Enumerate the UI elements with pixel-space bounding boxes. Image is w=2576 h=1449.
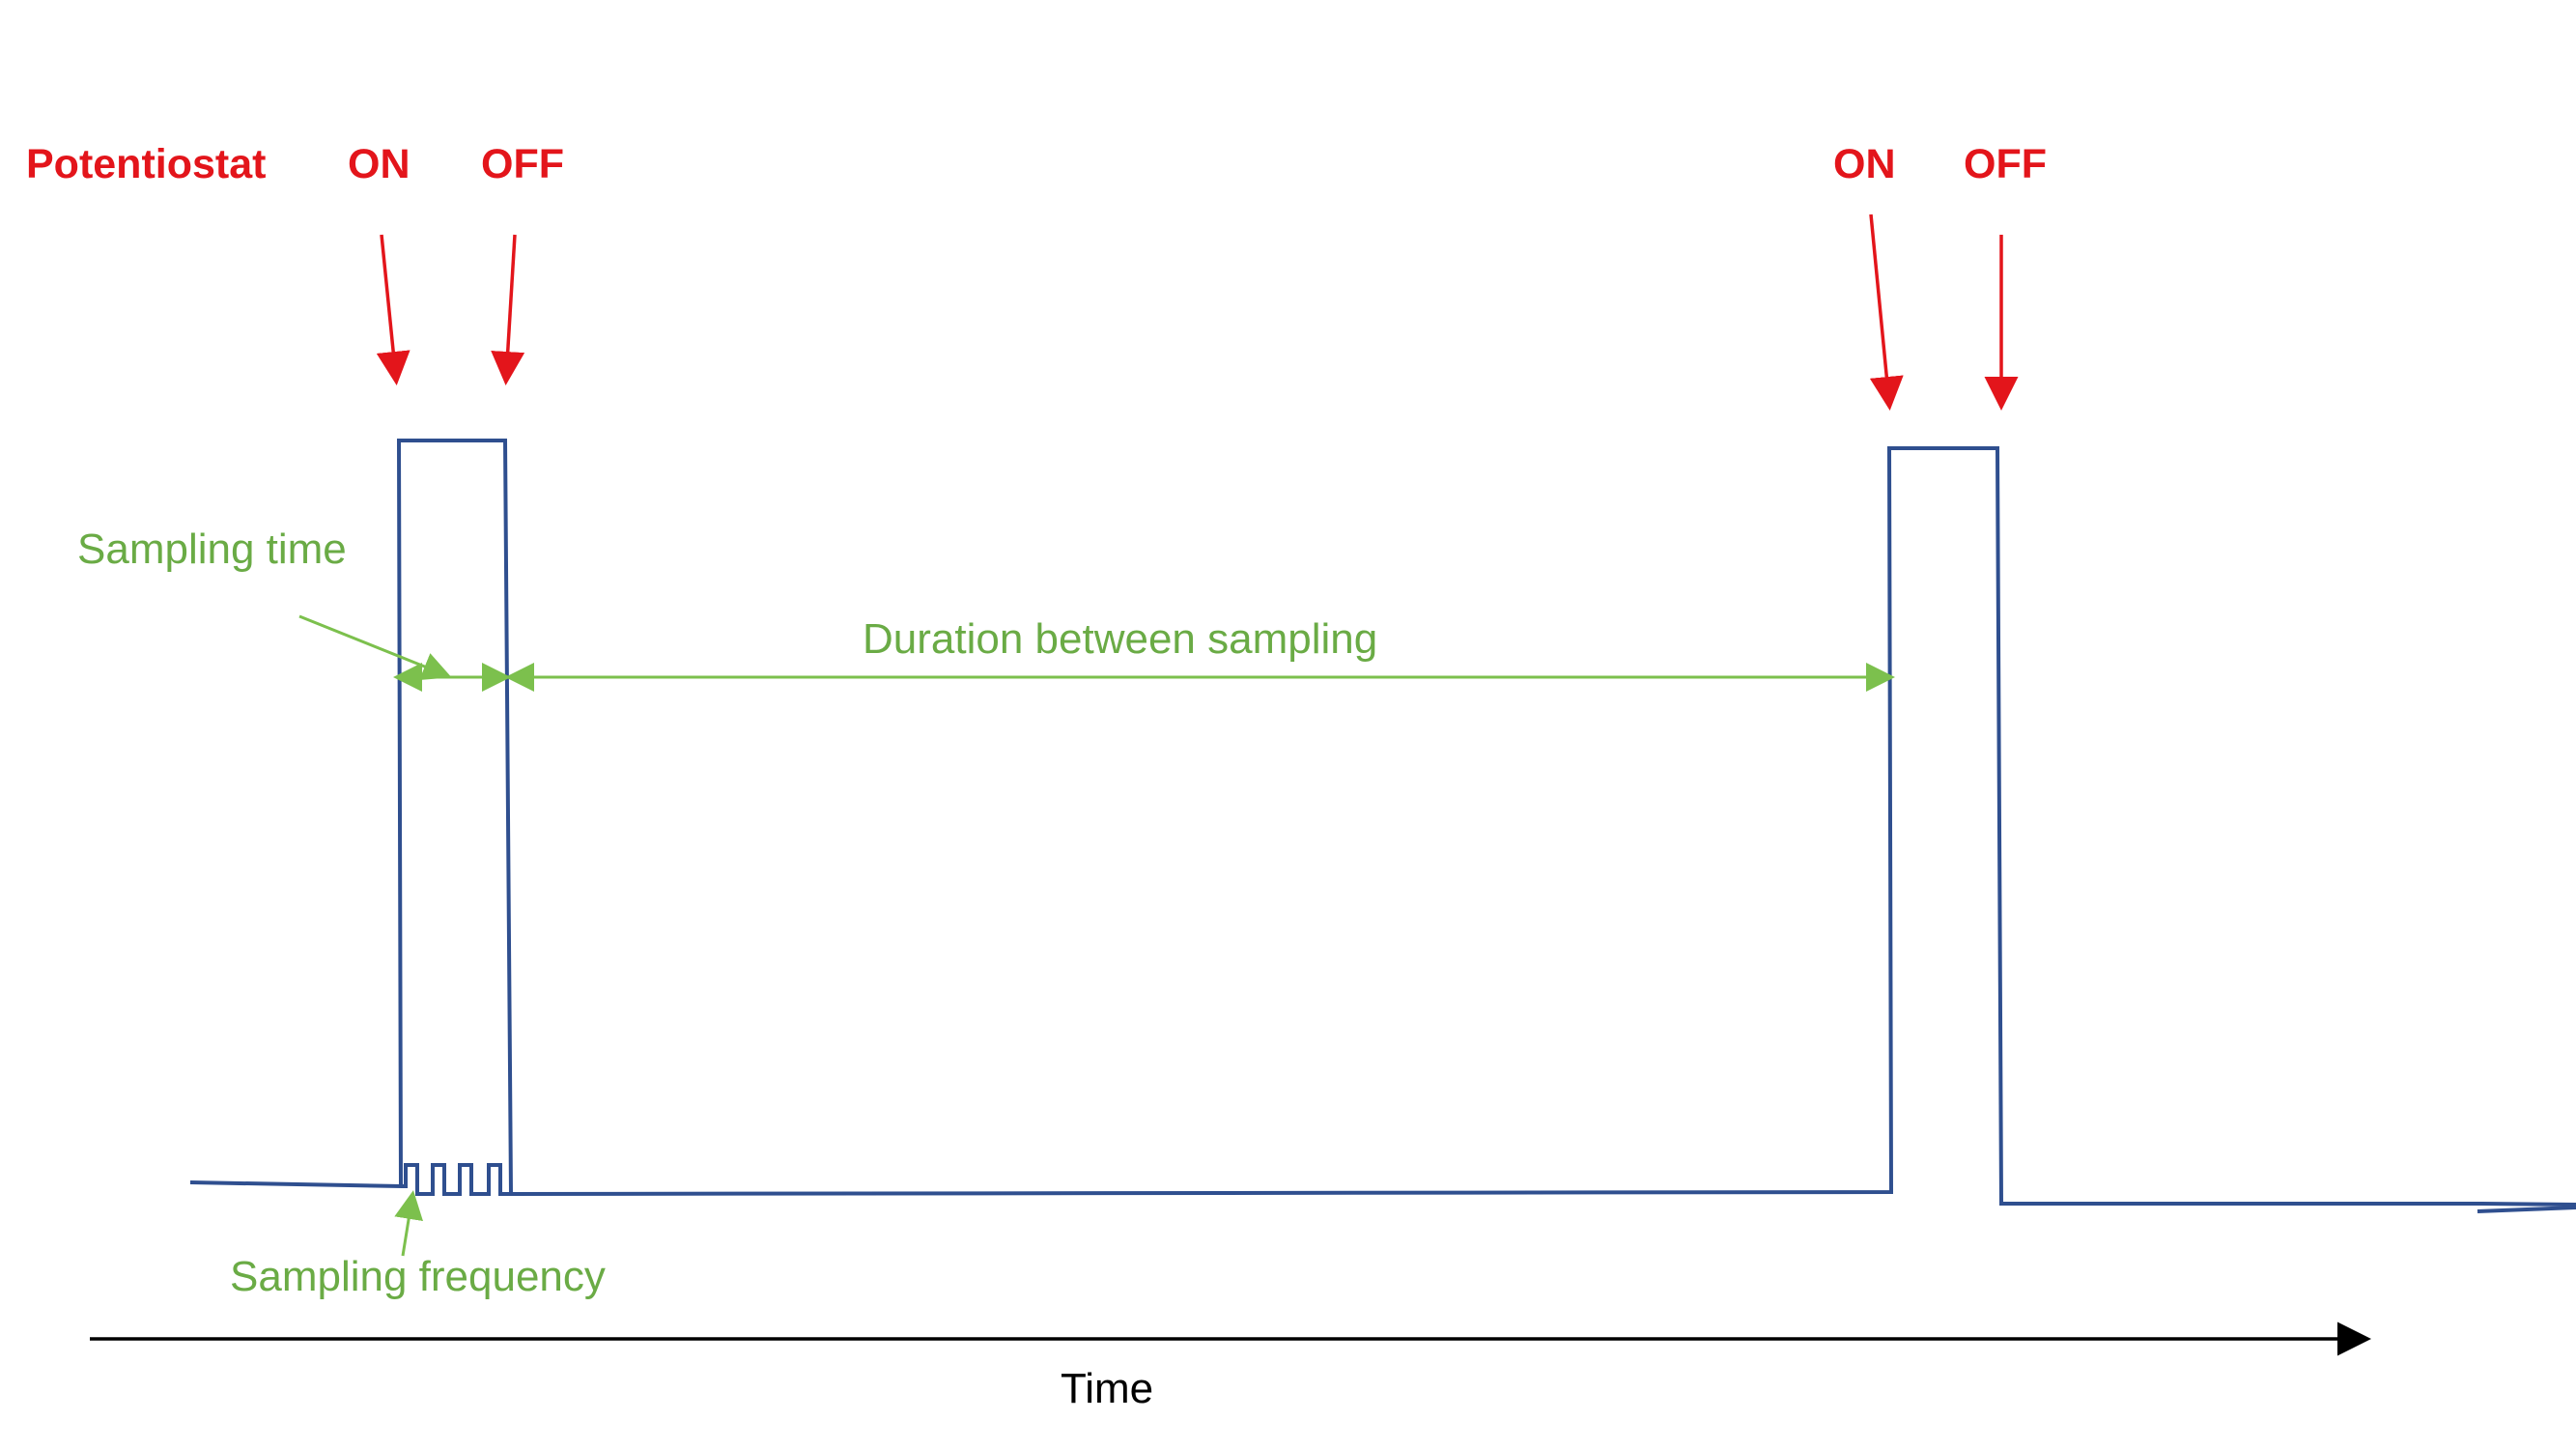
on-label-first: ON xyxy=(348,141,410,187)
signal-tail xyxy=(2477,1206,2576,1213)
signal-trace xyxy=(189,439,2576,1207)
off-label-second: OFF xyxy=(1964,141,2047,187)
on-label-second: ON xyxy=(1833,141,1896,187)
sampling-frequency-pulses xyxy=(401,1163,511,1196)
sampling-time-pointer xyxy=(298,614,452,680)
off-label-first: OFF xyxy=(481,141,564,187)
time-axis-label: Time xyxy=(1061,1365,1153,1412)
on-arrow-first xyxy=(376,234,410,385)
sampling-frequency-label: Sampling frequency xyxy=(230,1253,606,1300)
duration-between-sampling-label: Duration between sampling xyxy=(863,615,1377,663)
off-arrow-first xyxy=(491,234,525,385)
sampling-frequency-pointer xyxy=(394,1190,423,1257)
sampling-time-label: Sampling time xyxy=(77,526,347,573)
on-arrow-second xyxy=(1869,213,1904,411)
potentiostat-label: Potentiostat xyxy=(26,141,266,187)
